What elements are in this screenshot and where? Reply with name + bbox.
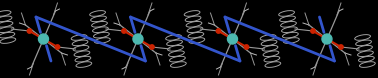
Circle shape <box>39 34 48 44</box>
Circle shape <box>27 29 32 33</box>
Circle shape <box>244 45 249 49</box>
Circle shape <box>216 29 221 33</box>
Circle shape <box>311 29 315 33</box>
Circle shape <box>339 45 343 49</box>
Circle shape <box>228 34 237 44</box>
Circle shape <box>55 45 60 49</box>
Circle shape <box>322 34 332 44</box>
Circle shape <box>122 29 126 33</box>
Circle shape <box>150 45 154 49</box>
Circle shape <box>133 34 143 44</box>
